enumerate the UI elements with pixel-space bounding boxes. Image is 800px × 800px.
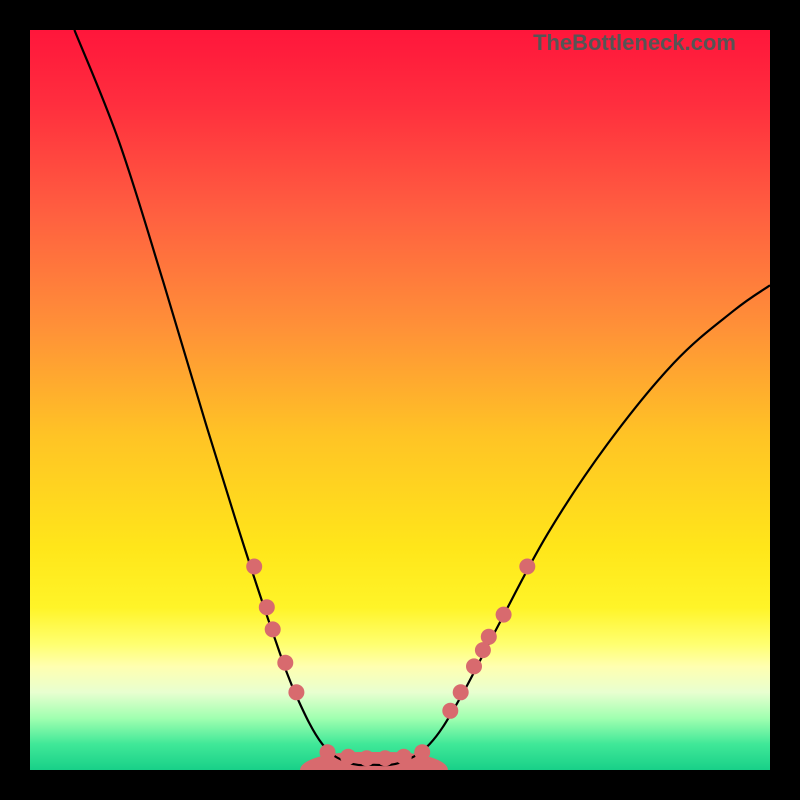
marker-dot: [359, 750, 375, 766]
marker-dot: [377, 750, 393, 766]
overlay-layer: [30, 30, 770, 770]
bottleneck-curve: [74, 30, 770, 765]
marker-dot: [442, 703, 458, 719]
marker-dot: [481, 629, 497, 645]
marker-dot: [288, 684, 304, 700]
marker-dot: [466, 658, 482, 674]
frame-top: [0, 0, 800, 30]
marker-dot: [453, 684, 469, 700]
marker-dot: [277, 655, 293, 671]
frame-bottom: [0, 770, 800, 800]
marker-group: [246, 559, 535, 767]
marker-dot: [519, 559, 535, 575]
marker-dot: [396, 749, 412, 765]
chart-root: TheBottleneck.com: [0, 0, 800, 800]
marker-dot: [320, 744, 336, 760]
frame-left: [0, 0, 30, 800]
plot-area: TheBottleneck.com: [30, 30, 770, 770]
marker-dot: [340, 749, 356, 765]
marker-dot: [496, 607, 512, 623]
marker-dot: [259, 599, 275, 615]
marker-dot: [246, 559, 262, 575]
marker-dot: [414, 744, 430, 760]
frame-right: [770, 0, 800, 800]
source-watermark: TheBottleneck.com: [533, 30, 736, 56]
marker-dot: [265, 621, 281, 637]
